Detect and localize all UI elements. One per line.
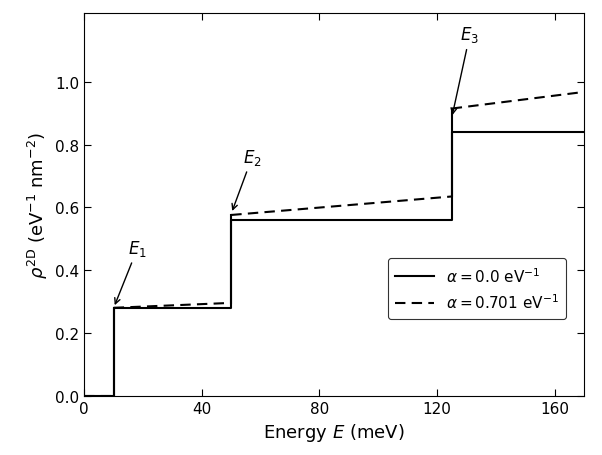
$\alpha = 0.701$ eV$^{-1}$ [556,93,563,98]
$\alpha = 0.701$ eV$^{-1}$ [580,90,588,96]
Text: $E_2$: $E_2$ [232,147,262,210]
Y-axis label: $\rho^{\mathrm{2D}}$ (eV$^{-1}$ nm$^{-2}$): $\rho^{\mathrm{2D}}$ (eV$^{-1}$ nm$^{-2}… [25,131,49,278]
$\alpha = 0.701$ eV$^{-1}$ [448,106,455,112]
$\alpha = 0.0$ eV$^{-1}$ [580,130,588,136]
$\alpha = 0.701$ eV$^{-1}$ [577,91,585,96]
$\alpha = 0.0$ eV$^{-1}$ [110,393,117,399]
$\alpha = 0.701$ eV$^{-1}$ [527,97,534,102]
Legend: $\alpha = 0.0$ eV$^{-1}$, $\alpha = 0.701$ eV$^{-1}$: $\alpha = 0.0$ eV$^{-1}$, $\alpha = 0.70… [388,259,566,319]
$\alpha = 0.0$ eV$^{-1}$ [228,217,235,223]
$\alpha = 0.701$ eV$^{-1}$ [512,99,519,104]
$\alpha = 0.701$ eV$^{-1}$ [520,98,527,103]
$\alpha = 0.0$ eV$^{-1}$ [448,217,455,223]
Text: $E_3$: $E_3$ [451,25,479,115]
Line: $\alpha = 0.701$ eV$^{-1}$: $\alpha = 0.701$ eV$^{-1}$ [452,93,584,109]
Text: $E_1$: $E_1$ [115,238,147,304]
$\alpha = 0.0$ eV$^{-1}$ [110,305,117,311]
Line: $\alpha = 0.0$ eV$^{-1}$: $\alpha = 0.0$ eV$^{-1}$ [84,133,584,396]
$\alpha = 0.701$ eV$^{-1}$ [511,99,518,104]
$\alpha = 0.0$ eV$^{-1}$ [81,393,88,399]
X-axis label: Energy $E$ (meV): Energy $E$ (meV) [263,421,405,443]
$\alpha = 0.0$ eV$^{-1}$ [448,130,455,136]
$\alpha = 0.0$ eV$^{-1}$ [228,305,235,311]
